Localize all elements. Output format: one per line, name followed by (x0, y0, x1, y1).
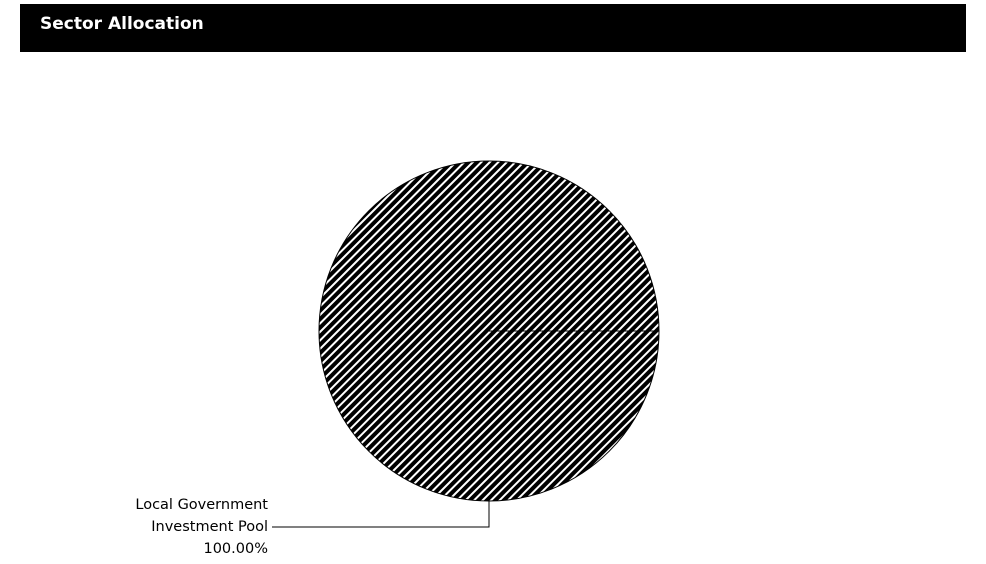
section-title: Sector Allocation (40, 14, 204, 34)
slice-label-line-1: Local Government (135, 497, 268, 513)
slice-value-label: 100.00% (203, 541, 268, 557)
slice-label-0: Local Government Investment Pool 100.00% (135, 494, 268, 560)
section-header: Sector Allocation (20, 4, 966, 52)
slice-leader-line-0 (272, 501, 490, 528)
slice-label-line-2: Investment Pool (151, 519, 268, 535)
